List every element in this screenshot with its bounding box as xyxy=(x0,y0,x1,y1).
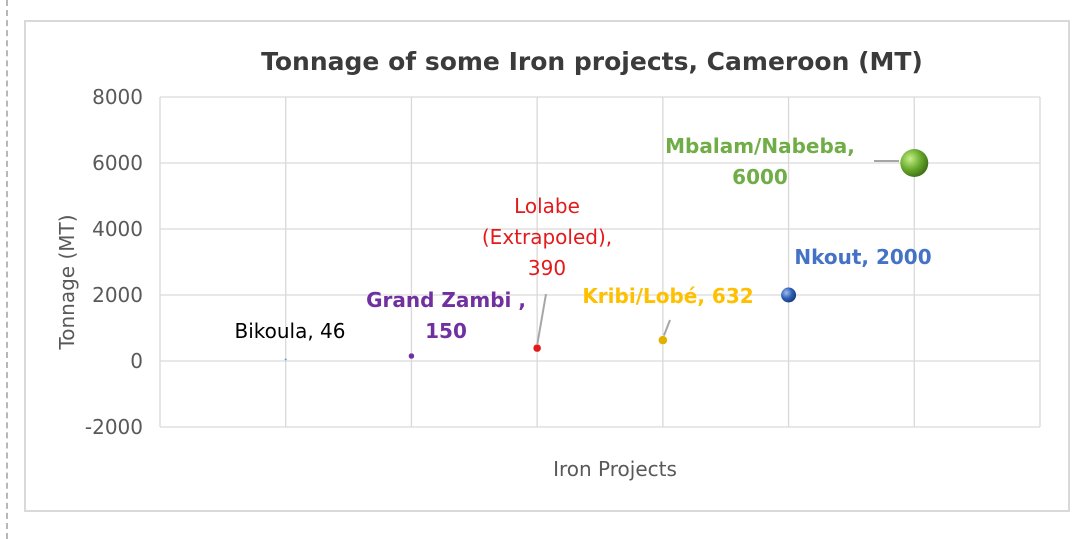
data-label: Nkout, 2000 xyxy=(794,245,931,269)
data-point xyxy=(658,335,668,345)
data-point xyxy=(781,287,797,303)
left-dashed-border xyxy=(6,0,8,539)
y-tick-label: 8000 xyxy=(92,85,143,109)
data-point xyxy=(900,149,929,177)
y-axis-title: Tonnage (MT) xyxy=(55,214,79,350)
data-point xyxy=(532,343,542,353)
data-label: Kribi/Lobé, 632 xyxy=(582,284,753,308)
y-tick-label: -2000 xyxy=(85,415,143,439)
data-label: Grand Zambi , 150 xyxy=(366,288,526,343)
x-axis-title: Iron Projects xyxy=(553,457,677,481)
y-tick-label: 2000 xyxy=(92,283,143,307)
chart-title: Tonnage of some Iron projects, Cameroon … xyxy=(261,47,923,76)
data-point xyxy=(408,352,415,360)
leader-lines xyxy=(536,160,899,347)
data-points xyxy=(284,149,929,362)
data-labels: Bikoula, 46 Grand Zambi , 150 Lolabe (Extrap… xyxy=(234,134,931,343)
data-label: Lolabe (Extrapoled), 390 xyxy=(482,194,612,280)
chart-frame xyxy=(24,20,1070,512)
leader-line xyxy=(536,293,547,347)
data-label: Bikoula, 46 xyxy=(234,319,345,343)
data-label: Mbalam/Nabeba, 6000 xyxy=(665,134,855,189)
grid xyxy=(159,96,1041,428)
leader-line xyxy=(662,319,671,339)
data-point xyxy=(284,357,288,362)
y-axis-ticks: 8000 6000 4000 2000 0 -2000 xyxy=(85,85,143,439)
y-tick-label: 6000 xyxy=(92,151,143,175)
y-tick-label: 0 xyxy=(130,349,143,373)
y-tick-label: 4000 xyxy=(92,217,143,241)
